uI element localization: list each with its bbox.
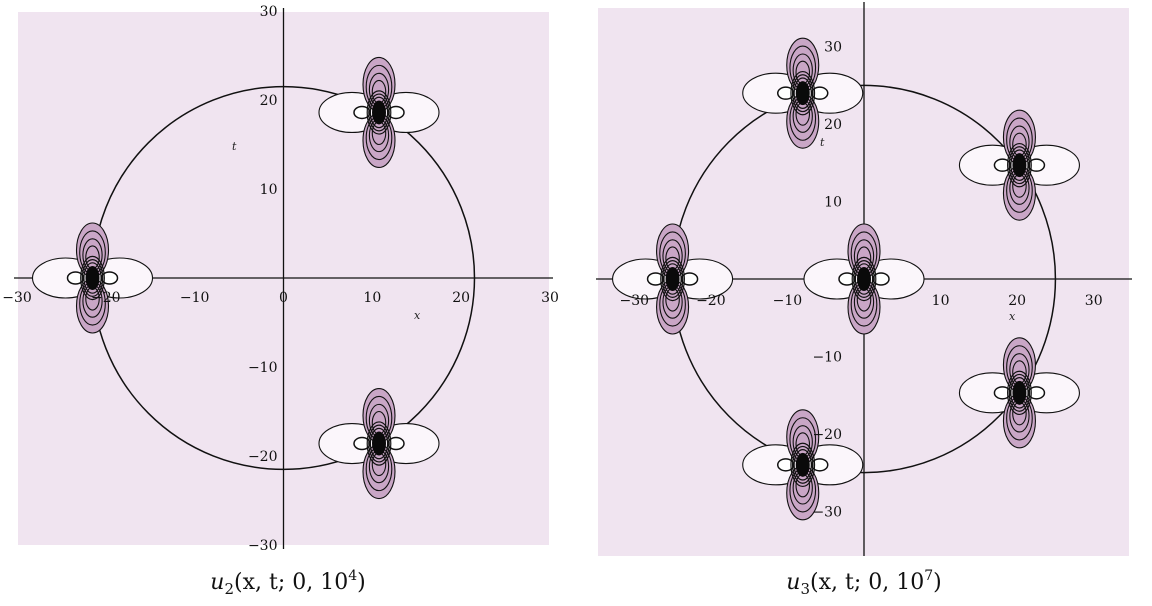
right-xtick-label: 30 [1085,293,1103,309]
right-x-axis-label: x [1009,310,1016,323]
left-xtick-label: −10 [180,290,210,306]
right-peak-1 [803,223,925,335]
left-contour-plot: −30 −20 −10 0 10 20 30 −30 −20 −10 10 20 30 x t [2,4,559,554]
left-contour-panel: −30 −20 −10 0 10 20 30 −30 −20 −10 10 20 30 x t u2(x, … [0,4,576,598]
right-peak-6 [958,337,1080,449]
left-caption-sub: 2 [224,580,234,598]
right-ytick-label: 20 [824,117,842,133]
left-ytick-label: 30 [260,4,278,20]
left-xtick-label: 20 [452,290,470,306]
right-xtick-label: 20 [1008,293,1026,309]
left-xtick-label: 0 [279,290,288,306]
right-caption-sup: 7 [924,568,934,584]
right-caption-func: u [786,570,801,595]
left-ytick-label: 20 [260,93,278,109]
right-ytick-label: 10 [824,195,842,211]
right-caption-sub: 3 [800,580,810,598]
left-caption-func: u [210,570,225,595]
left-x-axis-label: x [414,309,421,322]
right-caption: u3(x, t; 0, 107) [576,568,1152,598]
right-ytick-label: −20 [812,427,842,443]
right-caption-close: ) [933,570,942,595]
left-ytick-label: −30 [248,538,278,554]
right-peak-5 [958,109,1080,221]
right-peak-3 [742,37,864,149]
right-contour-panel: −30 −20 −10 10 20 30 −30 −20 −10 10 20 30 x t u3(x, t… [576,0,1152,606]
left-peak-2 [318,56,440,169]
left-caption-sup: 4 [348,568,358,584]
left-xtick-label: 10 [363,290,381,306]
right-peak-2 [612,223,734,335]
right-t-axis-label: t [820,136,825,149]
left-caption-args: (x, t; 0, 10 [234,570,349,595]
left-ytick-label: −20 [248,449,278,465]
left-xtick-label: 30 [541,290,559,306]
left-xtick-label: −30 [2,290,32,306]
right-xtick-label: −30 [620,293,650,309]
right-contour-plot: −30 −20 −10 10 20 30 −30 −20 −10 10 20 30 x t [596,2,1132,556]
right-ytick-label: −30 [812,504,842,520]
left-caption: u2(x, t; 0, 104) [0,568,576,598]
left-ytick-label: −10 [248,360,278,376]
right-xtick-label: −20 [696,293,726,309]
left-peak-1 [31,222,154,334]
right-ytick-label: 30 [824,40,842,56]
left-caption-close: ) [357,570,366,595]
right-ytick-label: −10 [812,349,842,365]
right-peak-4 [742,409,864,521]
right-xtick-label: −10 [773,293,803,309]
right-caption-args: (x, t; 0, 10 [810,570,925,595]
left-ytick-label: 10 [260,182,278,198]
right-xtick-label: 10 [932,293,950,309]
left-peak-3 [318,387,440,500]
left-t-axis-label: t [232,140,237,153]
left-xtick-label: −20 [91,290,121,306]
